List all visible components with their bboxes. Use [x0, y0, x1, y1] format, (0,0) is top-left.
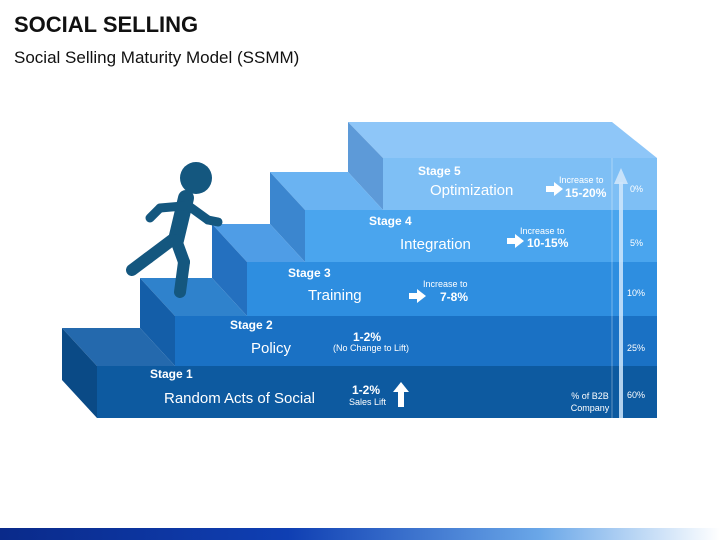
stage-2-value: 1-2%: [353, 330, 382, 344]
stage-1-value: 1-2%: [352, 383, 381, 397]
page-subtitle: Social Selling Maturity Model (SSMM): [14, 48, 300, 67]
arrow-up-icon: [393, 382, 409, 407]
stage-3-value: 7-8%: [440, 290, 469, 304]
step-3-top: [212, 224, 305, 262]
stage-3-label: Stage 3: [288, 266, 331, 280]
stage-2-percent: 25%: [627, 343, 646, 353]
step-1-top: [62, 328, 175, 366]
stage-1-note: Sales Lift: [349, 397, 387, 407]
step-4-top: [270, 172, 383, 210]
stage-1-name: Random Acts of Social: [164, 390, 315, 407]
stage-5-name: Optimization: [430, 182, 514, 199]
page-title: SOCIAL SELLING: [14, 12, 199, 37]
stage-5-value: 15-20%: [565, 186, 607, 200]
stage-2-label: Stage 2: [230, 318, 273, 332]
stage-4-label: Stage 4: [369, 214, 412, 228]
step-4-riser: [270, 172, 305, 262]
stage-5-increase: Increase to: [559, 175, 604, 185]
stage-3-increase: Increase to: [423, 279, 468, 289]
step-2-front: [175, 316, 657, 366]
stage-5-percent: 0%: [630, 184, 644, 194]
stage-4-increase: Increase to: [520, 226, 565, 236]
person-climbing-icon: [126, 162, 223, 298]
stage-2-note: (No Change to Lift): [333, 343, 410, 353]
stage-4-value: 10-15%: [527, 236, 569, 250]
step-2-top: [140, 278, 247, 316]
stage-2-name: Policy: [251, 340, 292, 357]
arrow-right-icon: [507, 234, 524, 248]
step-3-riser: [212, 224, 247, 316]
stage-4-name: Integration: [400, 236, 471, 253]
axis-label: % of B2B Company: [570, 391, 610, 413]
stage-4-percent: 5%: [630, 238, 644, 248]
step-5-top: [348, 122, 657, 158]
arrow-right-icon: [409, 289, 426, 303]
percentage-arrow-icon: [614, 168, 628, 418]
step-5-front: [383, 158, 657, 210]
stage-3-percent: 10%: [627, 288, 646, 298]
step-1-riser: [62, 328, 97, 418]
stage-5-label: Stage 5: [418, 164, 461, 178]
step-5-riser: [348, 122, 383, 210]
stage-1-percent: 60%: [627, 390, 646, 400]
arrow-right-icon: [546, 182, 563, 196]
step-4-front: [305, 210, 657, 262]
stage-3-name: Training: [308, 287, 362, 304]
stage-1-label: Stage 1: [150, 367, 193, 381]
step-2-riser: [140, 278, 175, 366]
step-3-front: [247, 262, 657, 316]
step-1-front: [97, 366, 657, 418]
footer-bar: [0, 528, 720, 540]
